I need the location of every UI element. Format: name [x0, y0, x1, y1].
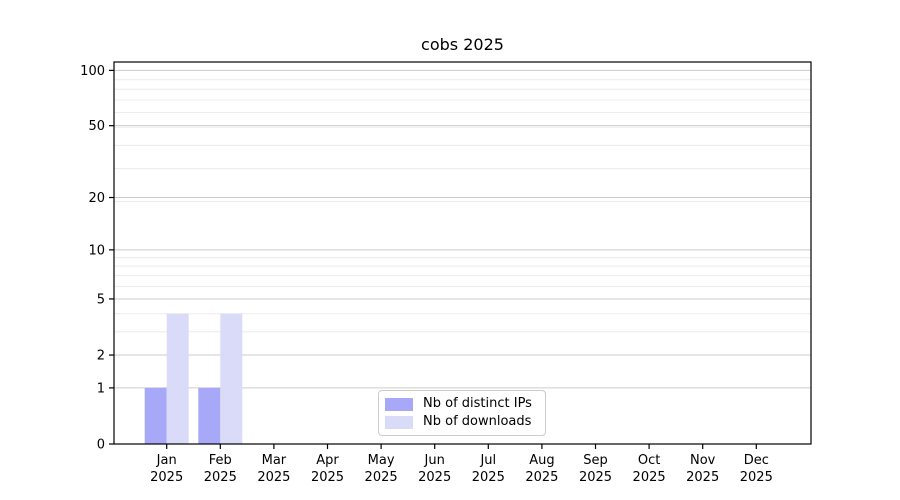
x-tick-label-year: 2025 — [311, 470, 344, 485]
legend-label-downloads: Nb of downloads — [423, 414, 532, 429]
x-tick-label-year: 2025 — [579, 470, 612, 485]
x-tick-label-month: Jun — [424, 453, 445, 468]
bar-downloads-feb — [220, 313, 243, 444]
x-tick-label-year: 2025 — [257, 470, 290, 485]
y-tick-label: 10 — [88, 243, 105, 258]
x-tick-label-month: Sep — [583, 453, 608, 468]
x-tick-label-month: Jul — [479, 453, 496, 468]
legend-label-distinct-ips: Nb of distinct IPs — [423, 396, 532, 411]
y-tick-label: 20 — [88, 191, 105, 206]
plot-spines — [113, 61, 812, 445]
gridlines-major — [114, 69, 811, 389]
x-tick-label-month: Oct — [638, 453, 660, 468]
x-tick-label-month: Aug — [529, 453, 554, 468]
legend-swatch-distinct-ips-icon — [385, 397, 413, 411]
x-tick-label-year: 2025 — [525, 470, 558, 485]
y-tick-label: 50 — [88, 119, 105, 134]
bar-downloads-jan — [166, 313, 189, 444]
legend-item-distinct-ips: Nb of distinct IPs — [385, 395, 537, 413]
y-tick-label: 1 — [97, 381, 105, 396]
x-tick-label-month: May — [368, 453, 395, 468]
y-tick-label: 0 — [97, 438, 105, 453]
x-tick-label-year: 2025 — [150, 470, 183, 485]
gridlines-minor — [114, 79, 811, 333]
x-axis: Jan 2025 Feb 2025 Mar 2025 Apr 2025 May 2025 Jun 20… — [150, 444, 773, 485]
bar-distinct-ips-jan — [144, 387, 167, 444]
x-tick-label-year: 2025 — [633, 470, 666, 485]
x-tick-label-year: 2025 — [365, 470, 398, 485]
x-tick-label-month: Mar — [262, 453, 287, 468]
x-tick-label-month: Feb — [209, 453, 232, 468]
x-tick-label-year: 2025 — [740, 470, 773, 485]
legend-swatch-downloads-icon — [385, 415, 413, 429]
y-tick-label: 5 — [97, 292, 105, 307]
legend-item-downloads: Nb of downloads — [385, 413, 537, 431]
bar-distinct-ips-feb — [198, 387, 221, 444]
x-tick-label-month: Jan — [156, 453, 177, 468]
x-tick-label-year: 2025 — [686, 470, 719, 485]
legend: Nb of distinct IPs Nb of downloads — [378, 390, 546, 436]
x-tick-label-year: 2025 — [418, 470, 451, 485]
x-tick-label-month: Dec — [744, 453, 769, 468]
bars — [144, 313, 243, 444]
y-tick-label: 2 — [97, 349, 105, 364]
y-tick-label: 100 — [80, 64, 105, 79]
chart-title: cobs 2025 — [421, 35, 504, 54]
x-tick-label-year: 2025 — [472, 470, 505, 485]
x-tick-label-month: Nov — [690, 453, 716, 468]
x-tick-label-month: Apr — [316, 453, 339, 468]
x-tick-label-year: 2025 — [204, 470, 237, 485]
y-axis: 0 1 2 5 10 20 50 100 — [80, 64, 114, 453]
